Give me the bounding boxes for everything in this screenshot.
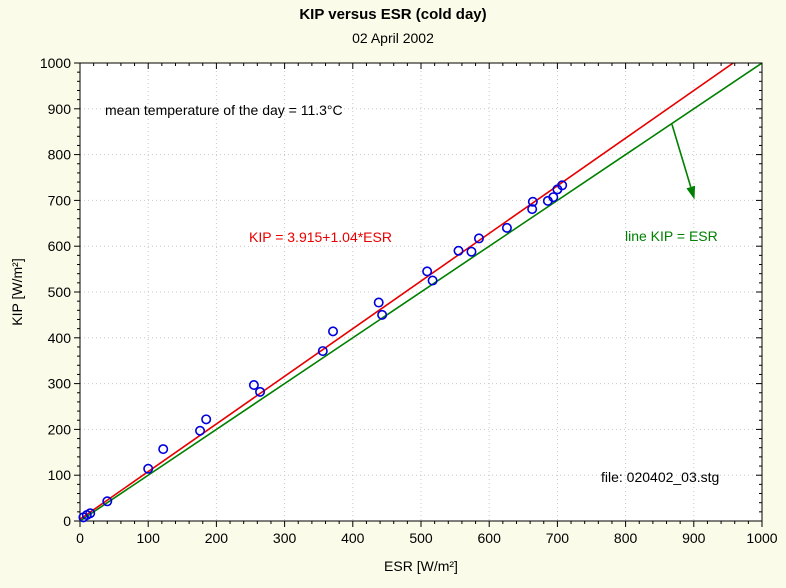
data-point (373, 297, 384, 308)
y-tick-label: 700 (48, 192, 72, 208)
data-point (85, 508, 96, 519)
data-point (102, 496, 113, 507)
x-tick-label: 500 (409, 530, 433, 546)
x-tick-label: 400 (341, 530, 365, 546)
identity-line-label: line KIP = ESR (625, 228, 718, 244)
data-point (473, 233, 484, 244)
regression-line (80, 63, 735, 520)
y-tick-label: 800 (48, 147, 72, 163)
y-tick-label: 100 (48, 467, 72, 483)
data-point (501, 222, 512, 233)
x-tick-label: 600 (478, 530, 502, 546)
regression-equation-label: KIP = 3.915+1.04*ESR (249, 229, 392, 245)
identity-line (80, 63, 762, 521)
data-point (377, 309, 388, 320)
x-tick-label: 0 (76, 530, 84, 546)
y-tick-label: 300 (48, 376, 72, 392)
y-tick-label: 1000 (40, 55, 71, 71)
x-tick-label: 100 (137, 530, 161, 546)
mean-temperature-annotation: mean temperature of the day = 11.3°C (105, 102, 343, 118)
y-tick-label: 400 (48, 330, 72, 346)
data-point (248, 379, 259, 390)
file-name-label: file: 020402_03.stg (601, 469, 720, 485)
x-tick-label: 900 (682, 530, 706, 546)
data-point (453, 245, 464, 256)
data-point (527, 204, 538, 215)
x-tick-label: 700 (546, 530, 570, 546)
data-point (466, 246, 477, 257)
y-tick-label: 0 (63, 513, 71, 529)
annotation-arrow-shaft (671, 124, 692, 188)
chart-title: KIP versus ESR (cold day) (299, 6, 487, 23)
data-point (255, 386, 266, 397)
x-tick-label: 1000 (746, 530, 777, 546)
data-point (422, 266, 433, 277)
data-point (317, 346, 328, 357)
chart-subtitle: 02 April 2002 (352, 30, 434, 46)
data-point (158, 444, 169, 455)
data-point (557, 180, 568, 191)
annotation-arrow-head (686, 185, 696, 200)
data-point (328, 326, 339, 337)
y-axis-label: KIP [W/m²] (9, 258, 25, 325)
data-point (143, 463, 154, 474)
y-tick-label: 200 (48, 421, 72, 437)
data-point (548, 192, 559, 203)
data-point (527, 196, 538, 207)
x-tick-label: 300 (273, 530, 297, 546)
data-point (201, 414, 212, 425)
data-point (195, 425, 206, 436)
x-tick-label: 800 (614, 530, 638, 546)
x-tick-label: 200 (205, 530, 229, 546)
y-tick-label: 600 (48, 238, 72, 254)
x-axis-label: ESR [W/m²] (384, 558, 458, 574)
y-tick-label: 900 (48, 101, 72, 117)
data-point (427, 275, 438, 286)
y-tick-label: 500 (48, 284, 72, 300)
